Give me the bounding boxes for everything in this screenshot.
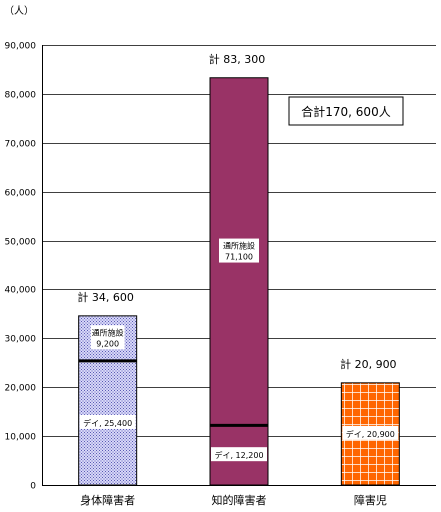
- y-tick-label: 40,000: [5, 286, 37, 296]
- y-tick-label: 10,000: [5, 433, 37, 443]
- segment-label: 通所施設: [223, 241, 255, 251]
- grand-total-label: 合計170, 600人: [301, 104, 390, 119]
- bar-total-label: 計 83, 300: [209, 52, 265, 66]
- grand-total-box: 合計170, 600人: [288, 96, 404, 126]
- segment-label-bg: [211, 447, 267, 462]
- y-tick-label: 80,000: [5, 91, 37, 101]
- x-category-label: 知的障害者: [212, 493, 267, 507]
- y-tick-label: 70,000: [5, 140, 37, 150]
- y-tick-label: 60,000: [5, 189, 37, 199]
- x-category-label: 障害児: [354, 493, 387, 507]
- y-axis-unit-label: （人）: [4, 5, 34, 17]
- y-tick-label: 90,000: [5, 42, 37, 52]
- segment-label-bg: [342, 425, 399, 440]
- bar-total-label: 計 20, 900: [340, 357, 396, 371]
- y-tick-label: 0: [30, 482, 36, 492]
- segment-label-bg: [90, 325, 125, 350]
- x-category-label: 身体障害者: [80, 493, 135, 507]
- segment-label: デイ, 20,900: [346, 429, 395, 439]
- segment-label: デイ, 25,400: [83, 418, 132, 428]
- segment-label: 通所施設: [92, 327, 124, 337]
- y-axis-tick-labels: 0 10,000 20,000 30,000 40,000 50,000 60,000 70,…: [5, 42, 37, 492]
- segment-value-label: 71,100: [225, 253, 253, 262]
- x-axis-category-labels: 身体障害者 知的障害者 障害児: [80, 493, 387, 507]
- segment-value-label: 9,200: [96, 339, 119, 348]
- y-tick-label: 30,000: [5, 335, 37, 345]
- bar-labels: デイ, 25,400 通所施設 9,200 計 34, 600 デイ, 12,200 通所…: [77, 52, 399, 462]
- segment-label-bg: [79, 414, 136, 429]
- y-tick-label: 50,000: [5, 238, 37, 248]
- segment-label-bg: [219, 238, 259, 263]
- bar-total-label: 計 34, 600: [77, 290, 133, 304]
- segment-label: デイ, 12,200: [214, 450, 263, 460]
- y-tick-label: 20,000: [5, 384, 37, 394]
